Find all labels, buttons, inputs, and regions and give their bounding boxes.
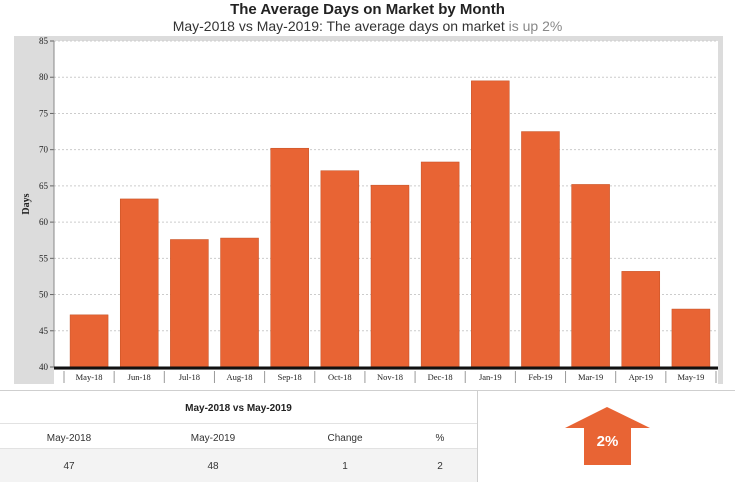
header-cell: Change: [327, 433, 363, 444]
value-cell: 48: [207, 461, 219, 472]
bar: [270, 147, 309, 368]
table-heading: May-2018 vs May-2019: [185, 403, 292, 414]
x-tick-label: Nov-18: [377, 372, 403, 382]
x-tick-label: Mar-19: [578, 372, 603, 382]
table-row: 47 48 1 2: [0, 448, 477, 482]
bar-chart: 40 45 50 55 60 65 70 75 80 85 Days May-18 Jun-18 Jul-…: [21, 36, 718, 384]
bar: [571, 184, 610, 368]
x-tick-label: Jun-18: [128, 372, 151, 382]
bar: [370, 184, 410, 368]
bar: [621, 271, 661, 368]
x-tick-label: Jul-18: [179, 372, 200, 382]
header-cell: %: [435, 433, 445, 444]
value-cell: 2: [437, 461, 443, 472]
x-tick-label: May-18: [76, 372, 103, 382]
chart-title: The Average Days on Market by Month: [230, 1, 505, 18]
subtitle-main: May-2018 vs May-2019: The average days o…: [172, 18, 509, 34]
bar: [320, 170, 360, 368]
x-tick-label: Aug-18: [227, 372, 253, 382]
x-tick-label: Feb-19: [528, 372, 552, 382]
x-tick-label: Oct-18: [328, 372, 352, 382]
x-tick-label: Dec-18: [428, 372, 453, 382]
header-cell: May-2018: [46, 433, 92, 444]
change-percent-badge: 2%: [596, 433, 619, 450]
value-cell: 1: [342, 461, 348, 472]
header-cell: May-2019: [190, 433, 236, 444]
comparison-table: May-2018 vs May-2019 May-2018 May-2019 C…: [0, 391, 478, 482]
bar: [69, 314, 109, 368]
subtitle-highlight: is up 2%: [508, 18, 563, 34]
bar: [170, 239, 209, 368]
y-tick-label: 70: [39, 145, 49, 155]
y-tick-label: 60: [39, 217, 49, 227]
bar: [521, 131, 560, 368]
chart-subtitle: May-2018 vs May-2019: The average days o…: [0, 18, 735, 34]
x-tick-label: Apr-19: [629, 372, 653, 382]
y-tick-label: 50: [39, 290, 49, 300]
y-tick-label: 45: [39, 326, 49, 336]
y-tick-label: 40: [39, 362, 49, 372]
up-arrow-icon: [565, 407, 650, 465]
value-cell: 47: [63, 461, 75, 472]
y-axis-label: Days: [21, 193, 32, 214]
x-tick-label: May-19: [677, 372, 704, 382]
y-tick-label: 85: [39, 36, 49, 46]
bar: [671, 308, 711, 368]
table-header-row: May-2018 May-2019 Change %: [0, 423, 477, 449]
x-tick-label: Sep-18: [278, 372, 302, 382]
y-tick-label: 80: [39, 72, 49, 82]
y-tick-label: 65: [39, 181, 49, 191]
x-axis-strip: [54, 370, 718, 384]
x-tick-label: Jan-19: [479, 372, 502, 382]
y-tick-label: 75: [39, 108, 49, 118]
bar: [220, 237, 259, 368]
chart-frame: 40 45 50 55 60 65 70 75 80 85 Days May-18 Jun-18 Jul-…: [14, 36, 723, 384]
bar: [119, 198, 159, 368]
bar: [420, 161, 460, 368]
bar: [471, 80, 510, 368]
y-tick-label: 55: [39, 253, 49, 263]
